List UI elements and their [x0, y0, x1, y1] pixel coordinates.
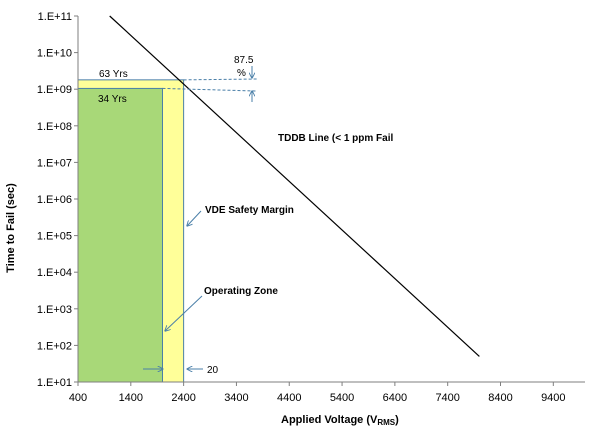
annotation-arrows	[143, 66, 259, 369]
y-tick-label: 1.E+01	[37, 377, 72, 389]
dashed-leader-top	[183, 78, 259, 81]
dashed-leader-bottom	[162, 87, 257, 92]
label-34-yrs: 34 Yrs	[98, 94, 127, 105]
operating-zone-label: Operating Zone	[204, 286, 278, 297]
x-tick-labels: 400 1400 2400 3400 4400 5400 6400 7400 8400 9400	[69, 392, 566, 404]
x-tick-label: 7400	[435, 392, 459, 404]
y-tick-label: 1.E+11	[38, 11, 72, 23]
x-tick-label: 2400	[171, 392, 195, 404]
operating-zone-region	[77, 87, 163, 383]
x-tick-label: 5400	[330, 392, 354, 404]
x-tick-label: 4400	[277, 392, 301, 404]
y-tick-label: 1.E+03	[37, 304, 72, 316]
y-tick-label: 1.E+06	[37, 194, 72, 206]
vde-margin-arrow	[187, 210, 202, 226]
y-tick-label: 1.E+08	[37, 121, 72, 133]
y-tick-label: 1.E+04	[37, 267, 72, 279]
x-tick-label: 9400	[541, 392, 565, 404]
x-tick-label: 8400	[488, 392, 512, 404]
axes	[74, 15, 585, 386]
operating-zone-arrow	[165, 295, 203, 331]
y-tick-label: 1.E+02	[37, 340, 72, 352]
percent-value: 87.5	[234, 55, 254, 66]
x-axis-label: Applied Voltage (VRMS)	[281, 414, 399, 427]
x-tick-label: 1400	[119, 392, 143, 404]
tddb-line	[109, 15, 480, 357]
y-tick-labels: 1.E+01 1.E+02 1.E+03 1.E+04 1.E+05 1.E+06 1.E+…	[37, 11, 72, 389]
margin-value: 20	[207, 365, 219, 376]
y-tick-label: 1.E+07	[37, 157, 72, 169]
y-tick-label: 1.E+10	[37, 48, 72, 60]
label-63-yrs: 63 Yrs	[99, 69, 128, 80]
y-tick-label: 1.E+05	[37, 231, 72, 243]
y-tick-label: 1.E+09	[37, 84, 72, 96]
tddb-line-label: TDDB Line (< 1 ppm Fail	[278, 133, 394, 144]
x-tick-label: 3400	[224, 392, 248, 404]
x-tick-label: 6400	[383, 392, 407, 404]
y-axis-label: Time to Fail (sec)	[5, 183, 17, 273]
vde-margin-label: VDE Safety Margin	[205, 205, 294, 216]
x-tick-label: 400	[69, 392, 87, 404]
percent-sign: %	[237, 68, 246, 79]
